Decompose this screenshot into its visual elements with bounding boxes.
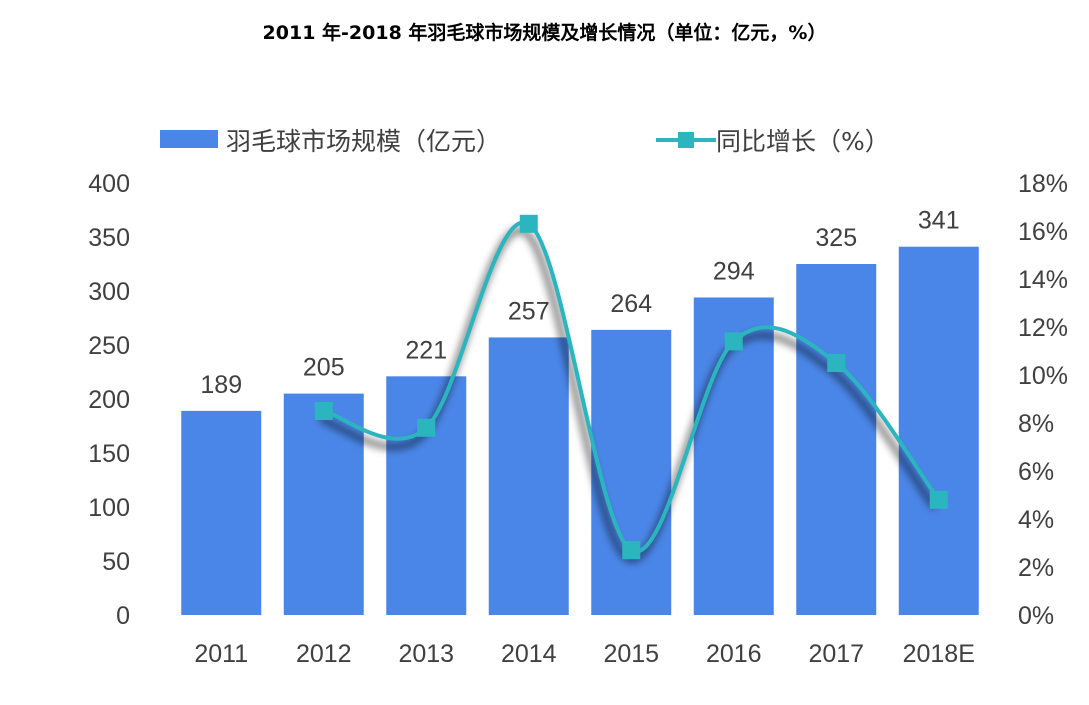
x-tick-label: 2016	[706, 640, 762, 668]
x-axis-ticks: 2011 2012 2013 2014 2015 2016 2017 2018E	[194, 640, 975, 668]
bar	[898, 246, 979, 615]
legend: 羽毛球市场规模（亿元） 同比增长（%）	[160, 127, 890, 156]
growth-point	[622, 541, 641, 560]
bars	[181, 246, 979, 615]
left-tick-label: 150	[88, 440, 130, 468]
x-tick-label: 2015	[603, 640, 659, 668]
right-tick-label: 12%	[1018, 314, 1068, 342]
right-tick-label: 14%	[1018, 266, 1068, 294]
bar-value-label: 257	[508, 297, 550, 325]
legend-bar-label: 羽毛球市场规模（亿元）	[226, 127, 501, 156]
right-tick-label: 4%	[1018, 506, 1054, 534]
x-tick-label: 2014	[501, 640, 557, 668]
left-tick-label: 250	[88, 332, 130, 360]
chart-title: 2011 年-2018 年羽毛球市场规模及增长情况（单位：亿元，%）	[262, 22, 827, 44]
growth-point	[417, 418, 436, 437]
growth-point	[519, 214, 538, 233]
left-tick-label: 300	[88, 278, 130, 306]
left-tick-label: 200	[88, 386, 130, 414]
bar-labels: 189 205 221 257 264 294 325 341	[200, 207, 959, 399]
x-tick-label: 2012	[296, 640, 352, 668]
bar-value-label: 341	[918, 207, 960, 235]
right-tick-label: 16%	[1018, 218, 1068, 246]
legend-line-marker	[678, 132, 694, 148]
bar-value-label: 264	[610, 290, 652, 318]
bar	[386, 376, 467, 615]
right-tick-label: 8%	[1018, 410, 1054, 438]
right-tick-label: 0%	[1018, 602, 1054, 630]
left-tick-label: 100	[88, 494, 130, 522]
right-tick-label: 18%	[1018, 170, 1068, 198]
left-tick-label: 400	[88, 170, 130, 198]
bar	[488, 337, 569, 615]
x-tick-label: 2017	[808, 640, 864, 668]
bar-value-label: 189	[200, 371, 242, 399]
left-tick-label: 350	[88, 224, 130, 252]
x-tick-label: 2011	[194, 640, 248, 668]
bar	[693, 297, 774, 615]
growth-point	[929, 490, 948, 509]
bar-value-label: 325	[815, 224, 857, 252]
bar-value-label: 221	[405, 336, 447, 364]
bar	[181, 410, 262, 615]
growth-point	[827, 354, 846, 372]
x-tick-label: 2018E	[903, 640, 975, 668]
legend-bar-swatch	[160, 130, 218, 148]
right-tick-label: 6%	[1018, 458, 1054, 486]
right-tick-label: 2%	[1018, 554, 1054, 582]
left-tick-label: 50	[102, 548, 130, 576]
legend-line-label: 同比增长（%）	[716, 127, 890, 156]
bar	[591, 329, 672, 615]
growth-point	[724, 332, 743, 351]
left-tick-label: 0	[116, 602, 130, 630]
left-axis-ticks: 0 50 100 150 200 250 300 350 400	[88, 170, 130, 630]
bar	[796, 264, 877, 615]
bar	[283, 393, 364, 615]
bar-value-label: 205	[303, 354, 345, 382]
right-axis-ticks: 0% 2% 4% 6% 8% 10% 12% 14% 16% 18%	[1018, 170, 1068, 630]
x-tick-label: 2013	[398, 640, 454, 668]
right-tick-label: 10%	[1018, 362, 1068, 390]
growth-point	[314, 402, 333, 420]
growth-line-layer	[314, 214, 948, 563]
bar-value-label: 294	[713, 257, 755, 285]
